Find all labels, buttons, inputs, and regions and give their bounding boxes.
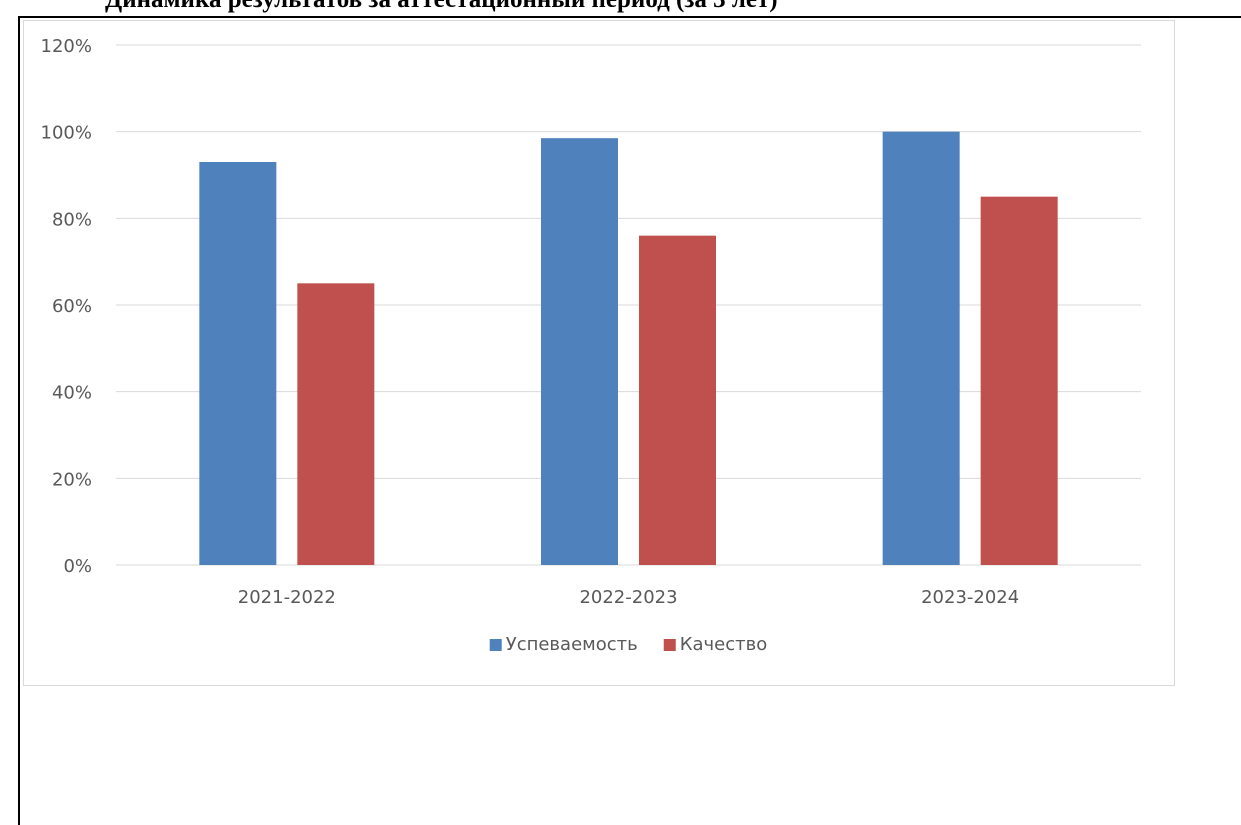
legend: Успеваемость Качество — [489, 634, 768, 655]
legend-label: Успеваемость — [506, 634, 638, 655]
y-tick-label: 100% — [41, 123, 92, 144]
x-tick-label: 2021-2022 — [238, 587, 336, 608]
legend-item: Успеваемость — [489, 634, 638, 655]
x-tick-label: 2023-2024 — [921, 587, 1019, 608]
y-axis-ticks: 0% 20% 40% 60% 80% 100% 120% — [41, 36, 92, 577]
bar-kachestvo — [980, 196, 1058, 565]
chart-container: 0% 20% 40% 60% 80% 100% 120% 2021-2022 2022-202… — [23, 20, 1175, 686]
bar-kachestvo — [639, 235, 716, 565]
page-frame — [18, 16, 1241, 825]
legend-swatch — [489, 639, 502, 651]
gridlines — [116, 44, 1141, 566]
legend-swatch — [663, 639, 676, 651]
bar-uspevaemost — [882, 131, 960, 565]
y-tick-label: 40% — [52, 383, 92, 404]
legend-label: Качество — [680, 634, 768, 655]
x-tick-label: 2022-2023 — [579, 587, 677, 608]
y-tick-label: 80% — [52, 209, 92, 230]
bar-uspevaemost — [199, 162, 277, 565]
legend-item: Качество — [663, 634, 768, 655]
chart-heading: Динамика результатов за аттестационный п… — [105, 0, 778, 15]
x-axis-ticks: 2021-2022 2022-2023 2023-2024 — [238, 587, 1019, 608]
bar-chart: 0% 20% 40% 60% 80% 100% 120% 2021-2022 2022-202… — [41, 36, 1141, 655]
bar-uspevaemost — [541, 138, 618, 565]
y-tick-label: 120% — [41, 36, 92, 57]
y-tick-label: 20% — [52, 469, 92, 490]
bars — [199, 131, 1058, 565]
bar-kachestvo — [297, 283, 375, 565]
y-tick-label: 60% — [52, 296, 92, 317]
y-tick-label: 0% — [63, 556, 92, 577]
